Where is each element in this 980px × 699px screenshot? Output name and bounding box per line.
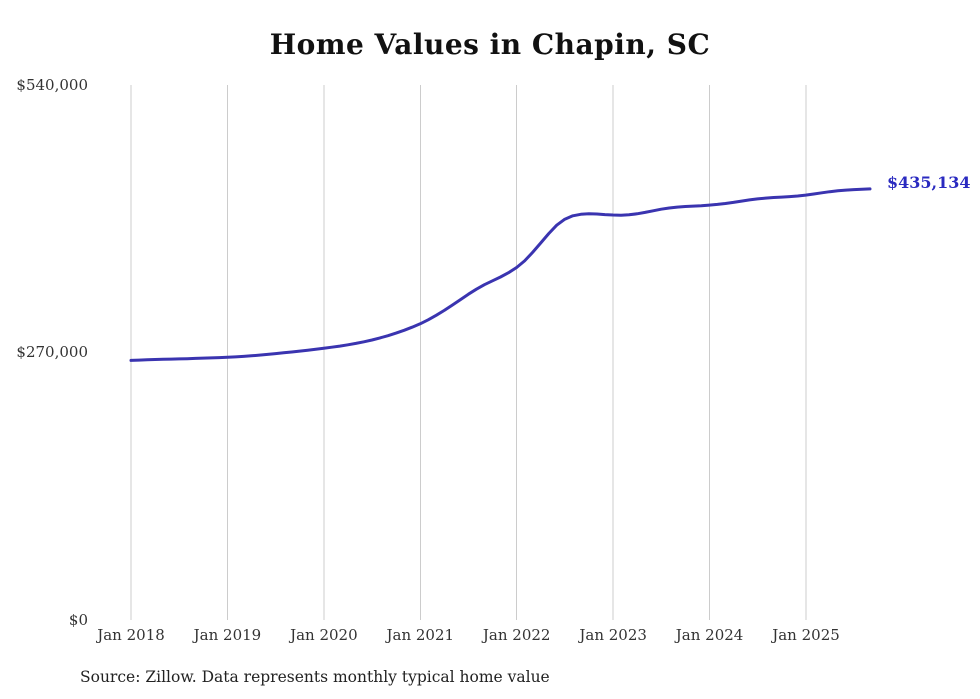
x-tick-4: Jan 2022 <box>482 626 551 644</box>
x-tick-0: Jan 2018 <box>97 626 165 644</box>
x-tick-1: Jan 2019 <box>193 626 262 644</box>
y-axis-tick-0: $0 <box>68 611 88 629</box>
y-axis-tick-540000: $540,000 <box>16 76 88 94</box>
x-tick-6: Jan 2024 <box>675 626 744 644</box>
x-tick-5: Jan 2023 <box>579 626 647 644</box>
x-tick-3: Jan 2021 <box>386 626 455 644</box>
x-tick-7: Jan 2025 <box>772 626 840 644</box>
chart-title: Home Values in Chapin, SC <box>269 28 711 61</box>
source-note: Source: Zillow. Data represents monthly … <box>80 668 550 686</box>
home-value-line <box>129 187 872 362</box>
current-value-label: $435,134 <box>887 173 971 192</box>
y-axis-tick-270000: $270,000 <box>16 343 88 361</box>
gridlines <box>130 85 807 620</box>
x-tick-2: Jan 2020 <box>290 626 358 644</box>
